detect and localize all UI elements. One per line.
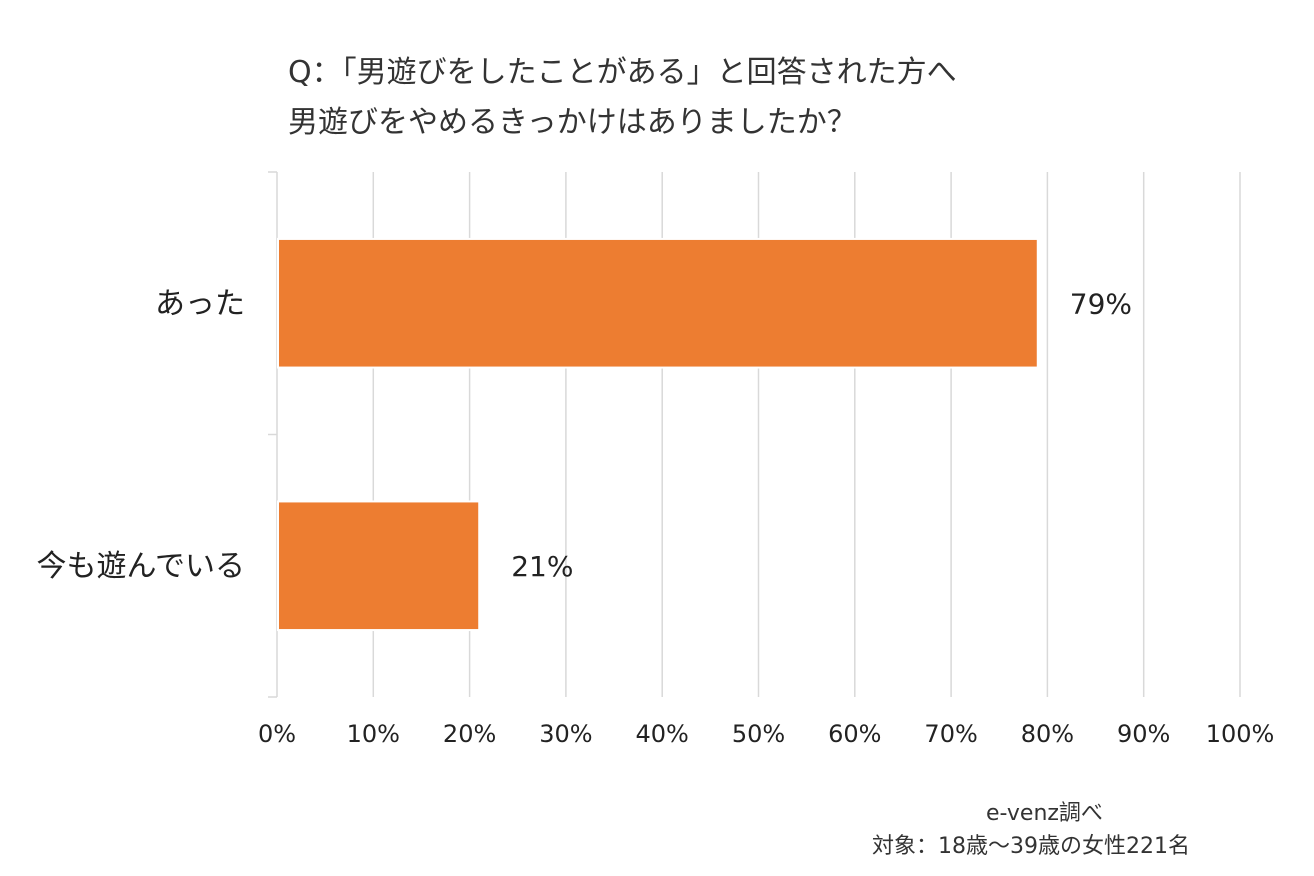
x-tick-label: 100% <box>1206 720 1275 748</box>
category-label: あった <box>155 286 245 321</box>
x-tick-label: 90% <box>1117 720 1170 748</box>
chart-title-line-1: Q：「男遊びをしたことがある」と回答された方へ <box>288 55 957 90</box>
bar <box>277 500 481 632</box>
chart-title-line-2: 男遊びをやめるきっかけはありましたか？ <box>288 105 857 140</box>
source-note: e-venz調べ <box>986 801 1103 826</box>
x-tick-label: 50% <box>732 720 785 748</box>
x-tick-label: 20% <box>443 720 496 748</box>
x-tick-label: 0% <box>258 720 296 748</box>
data-label: 79% <box>1070 287 1132 320</box>
x-tick-label: 40% <box>636 720 689 748</box>
x-tick-label: 30% <box>539 720 592 748</box>
survey-target-note: 対象：18歳〜39歳の女性221名 <box>872 834 1190 859</box>
category-label: 今も遊んでいる <box>37 549 246 584</box>
x-tick-label: 10% <box>347 720 400 748</box>
x-tick-label: 80% <box>1021 720 1074 748</box>
x-tick-label: 70% <box>924 720 977 748</box>
data-label: 21% <box>511 550 573 583</box>
x-tick-label: 60% <box>828 720 881 748</box>
bar <box>277 237 1039 369</box>
